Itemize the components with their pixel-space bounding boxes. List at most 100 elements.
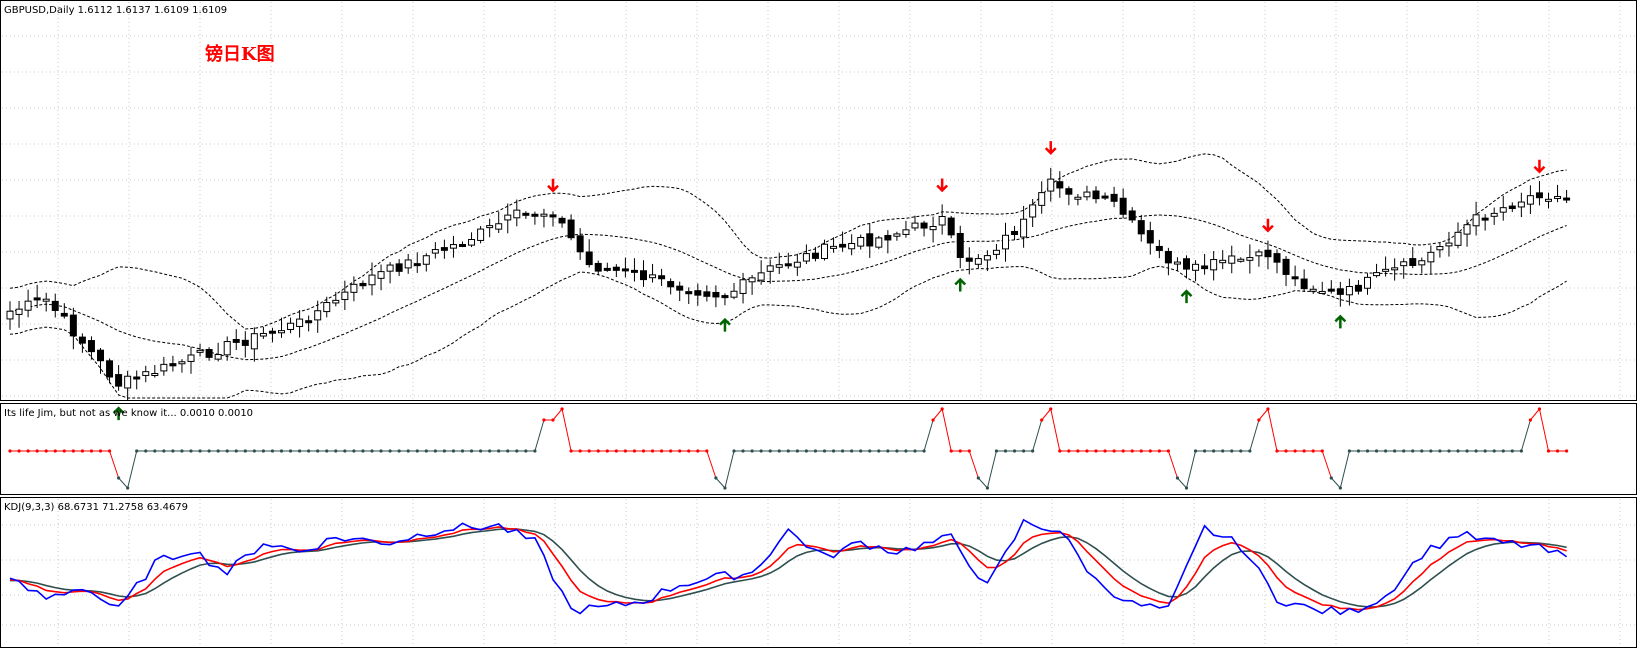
jim-dot [1230,449,1234,453]
jim-dot [71,449,75,453]
jim-dot [1175,476,1180,480]
jim-line-segment [1339,450,1350,489]
jim-dot [931,418,935,422]
jim-dot [451,449,456,453]
jim-dot [1112,449,1116,453]
jim-line-segment [941,408,952,452]
candle-body [377,271,385,279]
overlay-title: 镑日K图 [205,43,275,65]
candle-body [703,291,711,297]
candle-body [1056,181,1064,189]
candle-body [1173,261,1181,265]
jim-dot [1076,449,1080,453]
candle-body [449,244,457,249]
candle-body [1309,288,1317,292]
jim-dot [1411,449,1415,453]
candle-body [305,320,313,324]
jim-dot [1121,449,1125,453]
kdj-j-line [9,518,1568,616]
bollinger-lower [9,265,1567,399]
candle-body [1364,276,1371,289]
candle-body [1382,268,1390,272]
candle-body [1499,207,1507,213]
candle-body [1047,178,1055,192]
candle-body [87,340,95,353]
candle-body [739,279,747,294]
sell-arrow-icon [1533,159,1546,174]
candle-body [1002,234,1009,250]
candle-body [712,291,720,298]
jim-dot [705,449,709,453]
jim-dot [850,449,854,453]
candle-body [1418,260,1426,266]
jim-dot [433,449,437,453]
jim-line-segment [1167,450,1178,479]
jim-dot [994,449,999,453]
candle-body [24,300,32,311]
candle-body [640,270,647,281]
candle-body [205,348,213,358]
jim-dot [1365,449,1370,453]
candle-body [522,212,530,216]
candle-body [115,374,123,387]
candle-body [124,375,132,389]
jim-dot [44,449,48,453]
candle-body [1354,284,1362,292]
jim-dot [669,449,673,453]
candle-body [1065,188,1073,195]
jim-dot [877,449,881,453]
jim-line-segment [1249,419,1260,452]
candle-body [33,297,41,301]
jim-dot [886,449,890,453]
jim-line-segment [1258,408,1269,421]
buy-arrow-icon [1180,289,1193,304]
candle-body [630,269,638,273]
candle-body [504,214,512,221]
jim-dot [1203,449,1207,453]
candle-body [1490,212,1498,217]
candle-body [848,242,856,250]
jim-dot [949,449,953,453]
jim-dot [17,449,21,453]
jim-dot [1293,449,1297,453]
candle-body [911,222,919,229]
jim-dot [180,449,184,453]
jim-line-segment [1041,408,1052,421]
kdj-k-line [9,528,1567,608]
jim-dot [1456,449,1460,453]
candle-body [60,312,68,317]
jim-dot [189,449,193,453]
jim-dot [1483,449,1487,453]
jim-dot [587,449,591,453]
jim-dot [1221,449,1225,453]
candle-body [766,265,774,272]
jim-dot [958,449,962,453]
jim-dot [551,418,555,422]
jim-dot [379,449,383,453]
jim-dot [1148,449,1152,453]
jim-dot [144,449,148,453]
jim-line-segment [932,408,943,421]
candle-body [983,255,991,261]
jim-dot [135,449,139,453]
jim-dot [660,449,664,453]
jim-dot [895,449,899,453]
jim-dot [1212,449,1216,453]
jim-dot [1139,449,1143,453]
jim-dot [605,449,609,453]
candle-body [757,272,765,281]
jim-dot [623,449,628,453]
jim-line-segment [1267,408,1278,452]
jim-dot [361,449,365,453]
candle-body [486,225,494,229]
candle-body [1545,198,1552,202]
buy-arrow-icon [954,277,967,292]
candle-body [1029,204,1037,218]
jim-dot [1492,449,1496,453]
candle-body [1318,290,1326,294]
candle-body [830,245,838,249]
candle-body [386,264,394,272]
candle-body [1327,288,1335,292]
candle-body [232,338,240,343]
